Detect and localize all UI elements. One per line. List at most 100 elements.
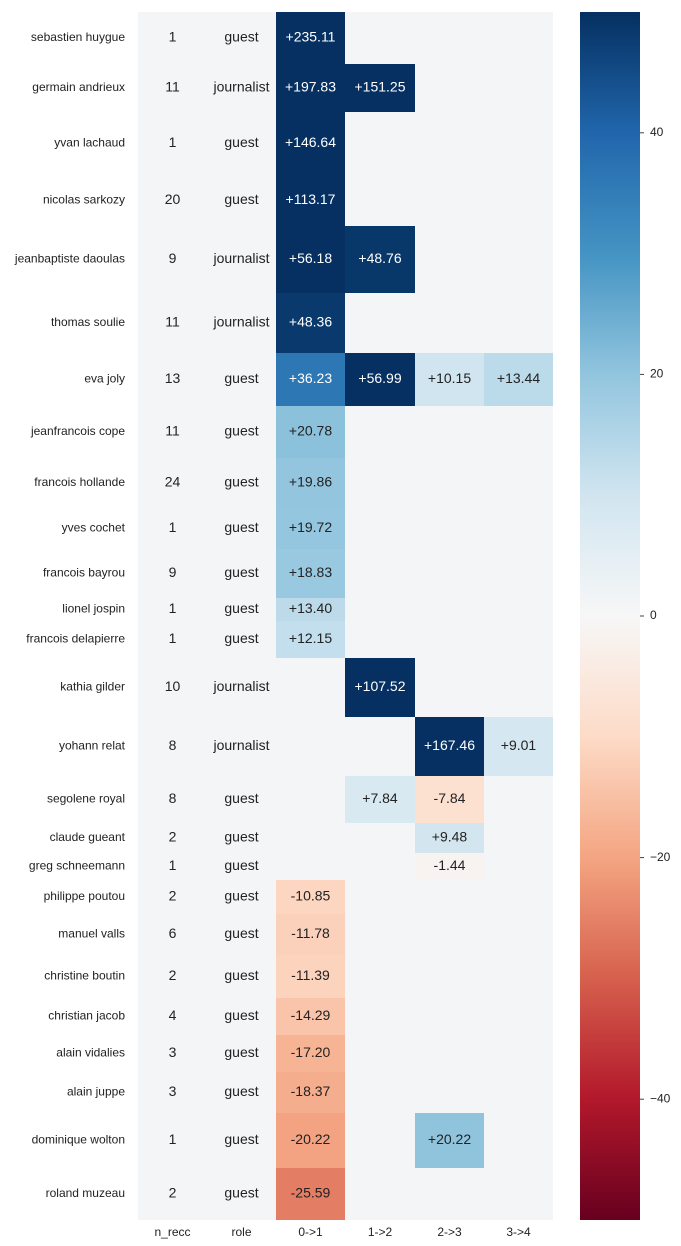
column-label: 1->2 <box>368 1225 393 1239</box>
row-label: alain juppe <box>67 1085 125 1099</box>
cell-label: +56.99 <box>358 370 401 386</box>
row-label: francois hollande <box>34 475 125 489</box>
cell-label: +167.46 <box>424 737 475 753</box>
row-label: manuel valls <box>58 927 125 941</box>
n-recc: 8 <box>169 790 177 806</box>
role: guest <box>224 519 258 535</box>
role: journalist <box>212 250 269 266</box>
n-recc: 1 <box>169 857 177 873</box>
role: journalist <box>212 79 269 95</box>
heat-cell <box>415 1113 484 1168</box>
cell-label: -14.29 <box>291 1007 331 1023</box>
n-recc: 1 <box>169 519 177 535</box>
cell-label: +151.25 <box>355 79 406 95</box>
n-recc: 1 <box>169 134 177 150</box>
role: guest <box>224 1131 258 1147</box>
n-recc: 6 <box>169 925 177 941</box>
row-label: lionel jospin <box>62 602 125 616</box>
heat-cell <box>276 508 345 549</box>
role: journalist <box>212 737 269 753</box>
heat-cell <box>415 717 484 776</box>
n-recc: 24 <box>165 474 181 490</box>
n-recc: 20 <box>165 191 181 207</box>
heat-cell <box>276 598 345 621</box>
row-label: christian jacob <box>48 1009 125 1023</box>
role: guest <box>224 564 258 580</box>
heat-cell <box>276 621 345 658</box>
cell-label: +146.64 <box>285 134 336 150</box>
cell-label: -17.20 <box>291 1044 331 1060</box>
role: guest <box>224 29 258 45</box>
column-label: 2->3 <box>437 1225 462 1239</box>
row-label: christine boutin <box>44 969 125 983</box>
role: guest <box>224 1007 258 1023</box>
n-recc: 3 <box>169 1044 177 1060</box>
role: guest <box>224 790 258 806</box>
n-recc: 1 <box>169 630 177 646</box>
n-recc: 3 <box>169 1083 177 1099</box>
colorbar-tick-label: 20 <box>650 367 664 381</box>
cell-label: +20.22 <box>428 1131 471 1147</box>
colorbar <box>580 12 640 1220</box>
heat-cell <box>276 1168 345 1220</box>
row-label: alain vidalies <box>56 1046 125 1060</box>
row-label: francois delapierre <box>26 632 125 646</box>
cell-label: +48.76 <box>358 250 401 266</box>
row-label: eva joly <box>84 372 125 386</box>
cell-label: +13.44 <box>497 370 540 386</box>
row-label: yohann relat <box>59 739 126 753</box>
row-label: nicolas sarkozy <box>43 193 125 207</box>
role: journalist <box>212 678 269 694</box>
role: guest <box>224 829 258 845</box>
heat-cell <box>415 823 484 853</box>
n-recc: 2 <box>169 829 177 845</box>
heat-cell <box>276 226 345 293</box>
role: guest <box>224 1083 258 1099</box>
n-recc: 2 <box>169 967 177 983</box>
column-label: role <box>231 1225 251 1239</box>
heat-cell <box>276 1113 345 1168</box>
cell-label: +107.52 <box>355 678 406 694</box>
heat-cell <box>276 1072 345 1113</box>
cell-label: -11.39 <box>291 967 330 983</box>
heat-cell <box>276 549 345 598</box>
colorbar-tick-label: 0 <box>650 608 657 622</box>
heat-cell <box>415 353 484 406</box>
role: guest <box>224 191 258 207</box>
cell-label: +20.78 <box>289 423 332 439</box>
heat-cell <box>276 406 345 458</box>
cell-label: -7.84 <box>434 790 466 806</box>
heat-cell <box>345 658 415 717</box>
n-recc: 11 <box>165 314 180 330</box>
heat-cell <box>484 353 553 406</box>
cell-label: -11.78 <box>291 925 330 941</box>
row-label: roland muzeau <box>46 1186 125 1200</box>
role: guest <box>224 967 258 983</box>
n-recc: 2 <box>169 1185 177 1201</box>
role: guest <box>224 925 258 941</box>
cell-label: -25.59 <box>291 1185 331 1201</box>
heat-cell <box>276 175 345 226</box>
column-label: 0->1 <box>298 1225 323 1239</box>
heat-cell <box>276 112 345 175</box>
heat-cell <box>415 853 484 880</box>
heat-cell <box>415 776 484 823</box>
cell-label: +19.72 <box>289 519 332 535</box>
n-recc: 2 <box>169 888 177 904</box>
heat-cell <box>345 64 415 112</box>
cell-label: +48.36 <box>289 314 332 330</box>
heat-cell <box>345 226 415 293</box>
n-recc: 13 <box>165 370 181 386</box>
role: guest <box>224 423 258 439</box>
heat-cell <box>276 293 345 353</box>
cell-label: +10.15 <box>428 370 471 386</box>
n-recc: 1 <box>169 600 177 616</box>
colorbar-tick-label: −20 <box>650 850 671 864</box>
role: guest <box>224 370 258 386</box>
cell-label: +18.83 <box>289 564 332 580</box>
row-label: segolene royal <box>47 792 125 806</box>
colorbar-tick-label: 40 <box>650 125 664 139</box>
row-label: jeanfrancois cope <box>30 424 125 438</box>
n-recc: 4 <box>169 1007 177 1023</box>
